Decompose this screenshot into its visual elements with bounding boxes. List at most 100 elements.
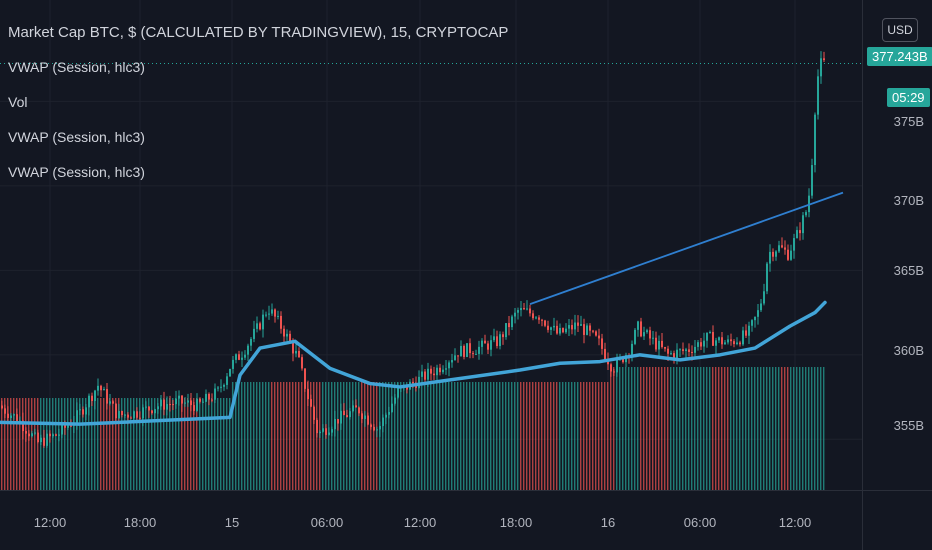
candle-body bbox=[22, 420, 24, 432]
volume-bar bbox=[502, 382, 504, 490]
volume-bar bbox=[667, 367, 669, 490]
candle-body bbox=[640, 321, 642, 337]
symbol-title[interactable]: Market Cap BTC, $ (CALCULATED BY TRADING… bbox=[8, 24, 509, 41]
price-axis[interactable]: 375B 370B 365B 360B 355B 377.243B 05:29 bbox=[862, 0, 932, 490]
candle-body bbox=[583, 324, 585, 335]
currency-button[interactable]: USD bbox=[882, 18, 918, 42]
candle-body bbox=[499, 334, 501, 347]
volume-bar bbox=[280, 382, 282, 490]
candle-body bbox=[103, 389, 105, 391]
candle-body bbox=[637, 321, 639, 330]
time-axis[interactable]: 12:00 18:00 15 06:00 12:00 18:00 16 06:0… bbox=[0, 490, 862, 550]
candle-body bbox=[205, 393, 207, 402]
candle-body bbox=[430, 368, 432, 374]
volume-bar bbox=[790, 367, 792, 490]
candle-body bbox=[652, 337, 654, 339]
price-chart[interactable] bbox=[0, 0, 862, 490]
time-label: 12:00 bbox=[33, 515, 67, 530]
candle-body bbox=[595, 331, 597, 336]
candle-body bbox=[478, 346, 480, 354]
candle-body bbox=[163, 399, 165, 410]
candle-body bbox=[658, 340, 660, 350]
candle-body bbox=[562, 327, 564, 333]
volume-bar bbox=[172, 398, 174, 490]
candle-body bbox=[745, 330, 747, 336]
current-price-tag: 377.243B bbox=[867, 47, 932, 66]
volume-bar bbox=[580, 382, 582, 490]
candle-body bbox=[331, 429, 333, 433]
candle-body bbox=[391, 403, 393, 413]
volume-bar bbox=[277, 382, 279, 490]
candle-body bbox=[529, 308, 531, 314]
volume-bar bbox=[715, 367, 717, 490]
volume-bar bbox=[688, 367, 690, 490]
candle-body bbox=[268, 313, 270, 315]
candle-body bbox=[238, 354, 240, 360]
candle-body bbox=[823, 58, 825, 61]
volume-bar bbox=[643, 367, 645, 490]
candle-body bbox=[802, 215, 804, 234]
volume-bar bbox=[487, 382, 489, 490]
candle-body bbox=[433, 373, 435, 376]
candle-body bbox=[241, 357, 243, 360]
candle-body bbox=[307, 388, 309, 400]
candle-body bbox=[481, 340, 483, 347]
candle-body bbox=[79, 409, 81, 411]
volume-bar bbox=[676, 367, 678, 490]
candle-body bbox=[697, 342, 699, 347]
candle-body bbox=[151, 410, 153, 414]
candle-body bbox=[244, 354, 246, 358]
volume-bar bbox=[262, 382, 264, 490]
candle-body bbox=[136, 411, 138, 418]
volume-bar bbox=[241, 382, 243, 490]
candle-body bbox=[445, 368, 447, 370]
volume-bar bbox=[274, 382, 276, 490]
volume-bar bbox=[556, 382, 558, 490]
volume-bar bbox=[808, 367, 810, 490]
candle-body bbox=[523, 308, 525, 310]
candle-body bbox=[58, 434, 60, 436]
candle-body bbox=[790, 250, 792, 260]
candle-body bbox=[130, 417, 132, 419]
volume-bar bbox=[607, 382, 609, 490]
volume-bar bbox=[175, 398, 177, 490]
candle-body bbox=[427, 368, 429, 380]
volume-bar bbox=[733, 367, 735, 490]
volume-bar bbox=[259, 382, 261, 490]
candle-body bbox=[301, 357, 303, 369]
volume-bar bbox=[481, 382, 483, 490]
candle-body bbox=[253, 328, 255, 339]
indicator-vwap-2[interactable]: VWAP (Session, hlc3) bbox=[8, 129, 145, 145]
volume-bar bbox=[55, 398, 57, 490]
volume-bar bbox=[625, 367, 627, 490]
candle-body bbox=[76, 410, 78, 423]
candle-body bbox=[805, 212, 807, 216]
volume-bar bbox=[268, 382, 270, 490]
volume-bar bbox=[751, 367, 753, 490]
volume-bar bbox=[574, 382, 576, 490]
candle-body bbox=[469, 343, 471, 354]
time-label: 18:00 bbox=[123, 515, 157, 530]
indicator-vwap-3[interactable]: VWAP (Session, hlc3) bbox=[8, 164, 145, 180]
candle-body bbox=[169, 404, 171, 406]
volume-bar bbox=[655, 367, 657, 490]
candle-body bbox=[85, 407, 87, 415]
volume-bar bbox=[805, 367, 807, 490]
indicator-vwap-1[interactable]: VWAP (Session, hlc3) bbox=[8, 59, 145, 75]
candle-body bbox=[349, 411, 351, 418]
candle-body bbox=[226, 376, 228, 385]
volume-bar bbox=[799, 367, 801, 490]
volume-bar bbox=[814, 367, 816, 490]
volume-bar bbox=[286, 382, 288, 490]
volume-bar bbox=[199, 398, 201, 490]
candle-body bbox=[664, 347, 666, 349]
candle-body bbox=[220, 386, 222, 388]
volume-bar bbox=[187, 398, 189, 490]
candle-body bbox=[289, 333, 291, 342]
chart-area[interactable]: Market Cap BTC, $ (CALCULATED BY TRADING… bbox=[0, 0, 862, 490]
volume-bar bbox=[406, 382, 408, 490]
volume-bar bbox=[133, 398, 135, 490]
time-label-day-16: 16 bbox=[600, 515, 616, 530]
volume-bar bbox=[475, 382, 477, 490]
indicator-vol[interactable]: Vol bbox=[8, 94, 28, 110]
